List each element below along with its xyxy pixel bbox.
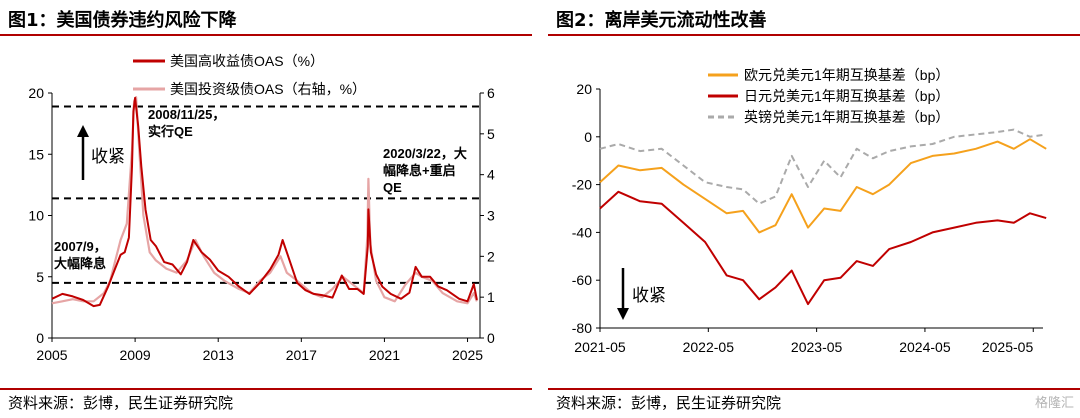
x-tick-label: 2025 — [452, 347, 483, 363]
x-tick-label: 2022-05 — [683, 339, 735, 355]
figure-2-source: 资料来源：彭博，民生证券研究院 — [556, 394, 782, 412]
annotation-cut-2007: 2007/9， — [54, 239, 107, 254]
annotation-qe-2008: 实行QE — [148, 124, 193, 139]
y-tick-label: 15 — [28, 146, 44, 162]
y-right-tick-label: 1 — [487, 289, 495, 305]
x-tick-label: 2023-05 — [791, 339, 843, 355]
y-right-tick-label: 2 — [487, 248, 495, 264]
y-right-tick-label: 5 — [487, 126, 495, 142]
series-investment-grade-line — [51, 95, 478, 305]
y-tick-label: -20 — [572, 177, 592, 193]
series-jpy-line — [599, 190, 1047, 306]
y-tick-label: 5 — [36, 269, 44, 285]
x-tick-label: 2021 — [369, 347, 400, 363]
y-tick-label: 20 — [28, 85, 44, 101]
x-tick-label: 2005 — [36, 347, 67, 363]
y-tick-label: 10 — [28, 208, 44, 224]
series-high-yield-line — [51, 96, 478, 308]
annotation-qe-2020: 2020/3/22，大 — [383, 146, 467, 161]
y-tick-label: -40 — [572, 224, 592, 240]
figure-1-top-rule — [0, 34, 532, 36]
figure-1-title: 图1：美国债券违约风险下降 — [8, 10, 237, 31]
figure-2-title: 图2：离岸美元流动性改善 — [556, 10, 767, 31]
figure-2-chart: -80 -60 -40 -20 0 20 2021-05 2022-05 2023-05 2024… — [572, 67, 1047, 355]
annotation-qe-2020: 幅降息+重启 — [383, 163, 456, 178]
watermark-logo: 格隆汇 — [1034, 396, 1074, 411]
legend-label: 美国高收益债OAS（%） — [170, 53, 324, 69]
y-right-tick-label: 6 — [487, 85, 495, 101]
annotation-qe-2020: QE — [383, 180, 402, 195]
y-tick-label: 0 — [584, 129, 592, 145]
y-tick-label: 0 — [36, 330, 44, 346]
y-right-tick-label: 4 — [487, 167, 495, 183]
series-gbp-line — [599, 128, 1047, 205]
annotation-tightening: 收紧 — [91, 147, 125, 166]
x-tick-label: 2017 — [286, 347, 317, 363]
y-right-tick-label: 0 — [487, 330, 495, 346]
x-tick-label: 2013 — [203, 347, 234, 363]
figure-1-panel: 图1：美国债券违约风险下降 0 5 10 15 20 0 1 2 3 4 5 6 2005 2009 201… — [0, 0, 532, 418]
figure-1-bottom-rule — [0, 388, 532, 390]
annotation-tightening: 收紧 — [632, 286, 666, 305]
series-eur-line — [599, 138, 1047, 234]
y-right-tick-label: 3 — [487, 208, 495, 224]
legend-label: 日元兑美元1年期互换基差（bp） — [744, 88, 949, 104]
figure-1-source: 资料来源：彭博，民生证券研究院 — [8, 394, 234, 412]
legend-label: 美国投资级债OAS（右轴，%） — [170, 81, 366, 97]
annotation-qe-2008: 2008/11/25， — [148, 107, 225, 122]
x-tick-label: 2009 — [120, 347, 151, 363]
legend-label: 英镑兑美元1年期互换基差（bp） — [744, 109, 949, 125]
y-tick-label: 20 — [576, 81, 592, 97]
x-tick-label: 2024-05 — [899, 339, 951, 355]
y-tick-label: -60 — [572, 272, 592, 288]
arrow-down-icon — [617, 308, 629, 320]
legend-label: 欧元兑美元1年期互换基差（bp） — [744, 67, 949, 83]
figure-1-chart: 0 5 10 15 20 0 1 2 3 4 5 6 2005 2009 2013 2017 2021 2025 美… — [28, 53, 495, 363]
y-tick-label: -80 — [572, 320, 592, 336]
x-tick-label: 2025-05 — [982, 339, 1034, 355]
figure-2-panel: 图2：离岸美元流动性改善 -80 -60 -40 -20 0 20 2021-05 2022-… — [548, 0, 1080, 418]
figure-2-bottom-rule — [548, 388, 1080, 390]
x-tick-label: 2021-05 — [574, 339, 626, 355]
arrow-up-icon — [77, 125, 89, 137]
figure-2-top-rule — [548, 34, 1080, 36]
annotation-cut-2007: 大幅降息 — [54, 256, 106, 271]
